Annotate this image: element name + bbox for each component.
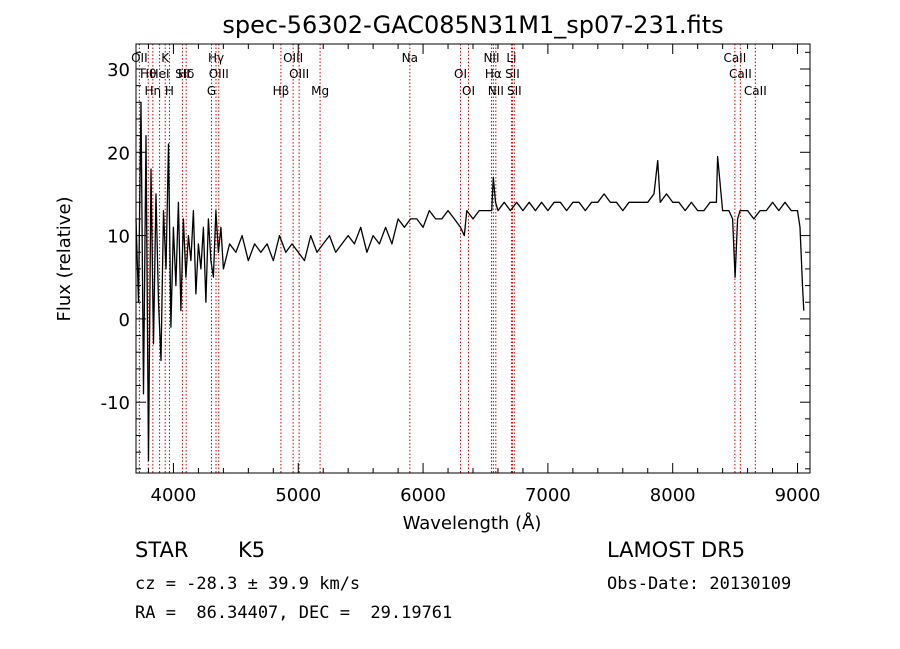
x-tick-label: 6000 (400, 485, 446, 506)
line-marker-label: H (165, 84, 174, 98)
line-marker-label: Hγ (208, 51, 224, 65)
line-marker-label: HeI (150, 67, 170, 81)
line-marker-label: OIII (283, 51, 303, 65)
y-axis-ticks: -10 0 10 20 30 (101, 51, 810, 470)
ra-dec-coordinates: RA = 86.34407, DEC = 29.19761 (135, 603, 453, 623)
y-tick-label: 20 (107, 143, 130, 164)
x-axis-label: Wavelength (Å) (403, 512, 542, 534)
line-marker-label: OIII (209, 67, 229, 81)
line-marker-label: SII (175, 67, 190, 81)
spectrum-line (135, 101, 805, 462)
chart-title: spec-56302-GAC085N31M1_sp07-231.fits (222, 11, 723, 39)
line-marker-label: Hα (485, 67, 502, 81)
line-marker-label: K (161, 51, 170, 65)
line-marker-label: OI (454, 67, 467, 81)
object-subclass: K5 (238, 538, 266, 562)
line-marker-labels: OIIHθHηKHeIHSIIHδGHγOIIIHβOIIIOIIIMgNaOI… (131, 51, 767, 98)
y-tick-label: 0 (119, 310, 130, 331)
line-marker-label: Li (506, 51, 516, 65)
line-marker-label: OII (131, 51, 148, 65)
survey-release: LAMOST DR5 (607, 538, 746, 562)
x-tick-label: 7000 (525, 485, 571, 506)
plot-frame (135, 43, 811, 474)
x-tick-label: 4000 (151, 485, 197, 506)
line-marker-label: G (207, 84, 216, 98)
line-marker-label: NII (483, 51, 499, 65)
object-class: STAR (135, 538, 189, 562)
line-marker-label: NII (488, 84, 504, 98)
line-marker-label: Mg (311, 84, 329, 98)
y-tick-label: 30 (107, 60, 130, 81)
y-tick-label: -10 (101, 393, 130, 414)
line-marker-label: Na (402, 51, 418, 65)
line-marker-label: CaII (729, 67, 752, 81)
x-tick-label: 8000 (650, 485, 696, 506)
line-marker-label: Hθ (140, 67, 156, 81)
line-marker-label: Hδ (178, 67, 194, 81)
line-marker-label: CaII (744, 84, 767, 98)
x-tick-label: 9000 (775, 485, 821, 506)
line-marker-label: OI (462, 84, 475, 98)
x-tick-label: 5000 (275, 485, 321, 506)
line-markers (138, 44, 756, 473)
spectrum-series (135, 101, 805, 462)
line-marker-label: Hη (145, 84, 162, 98)
y-tick-label: 10 (107, 227, 130, 248)
redshift-velocity: cz = -28.3 ± 39.9 km/s (135, 574, 361, 594)
line-marker-label: SII (507, 84, 522, 98)
x-axis-ticks: 4000 5000 6000 7000 8000 9000 (147, 44, 821, 506)
line-marker-label: OIII (289, 67, 309, 81)
line-marker-label: Hβ (273, 84, 290, 98)
line-marker-label: SII (505, 67, 520, 81)
y-axis-label: Flux (relative) (54, 196, 75, 321)
observation-date: Obs-Date: 20130109 (607, 574, 792, 594)
line-marker-label: CaII (723, 51, 746, 65)
